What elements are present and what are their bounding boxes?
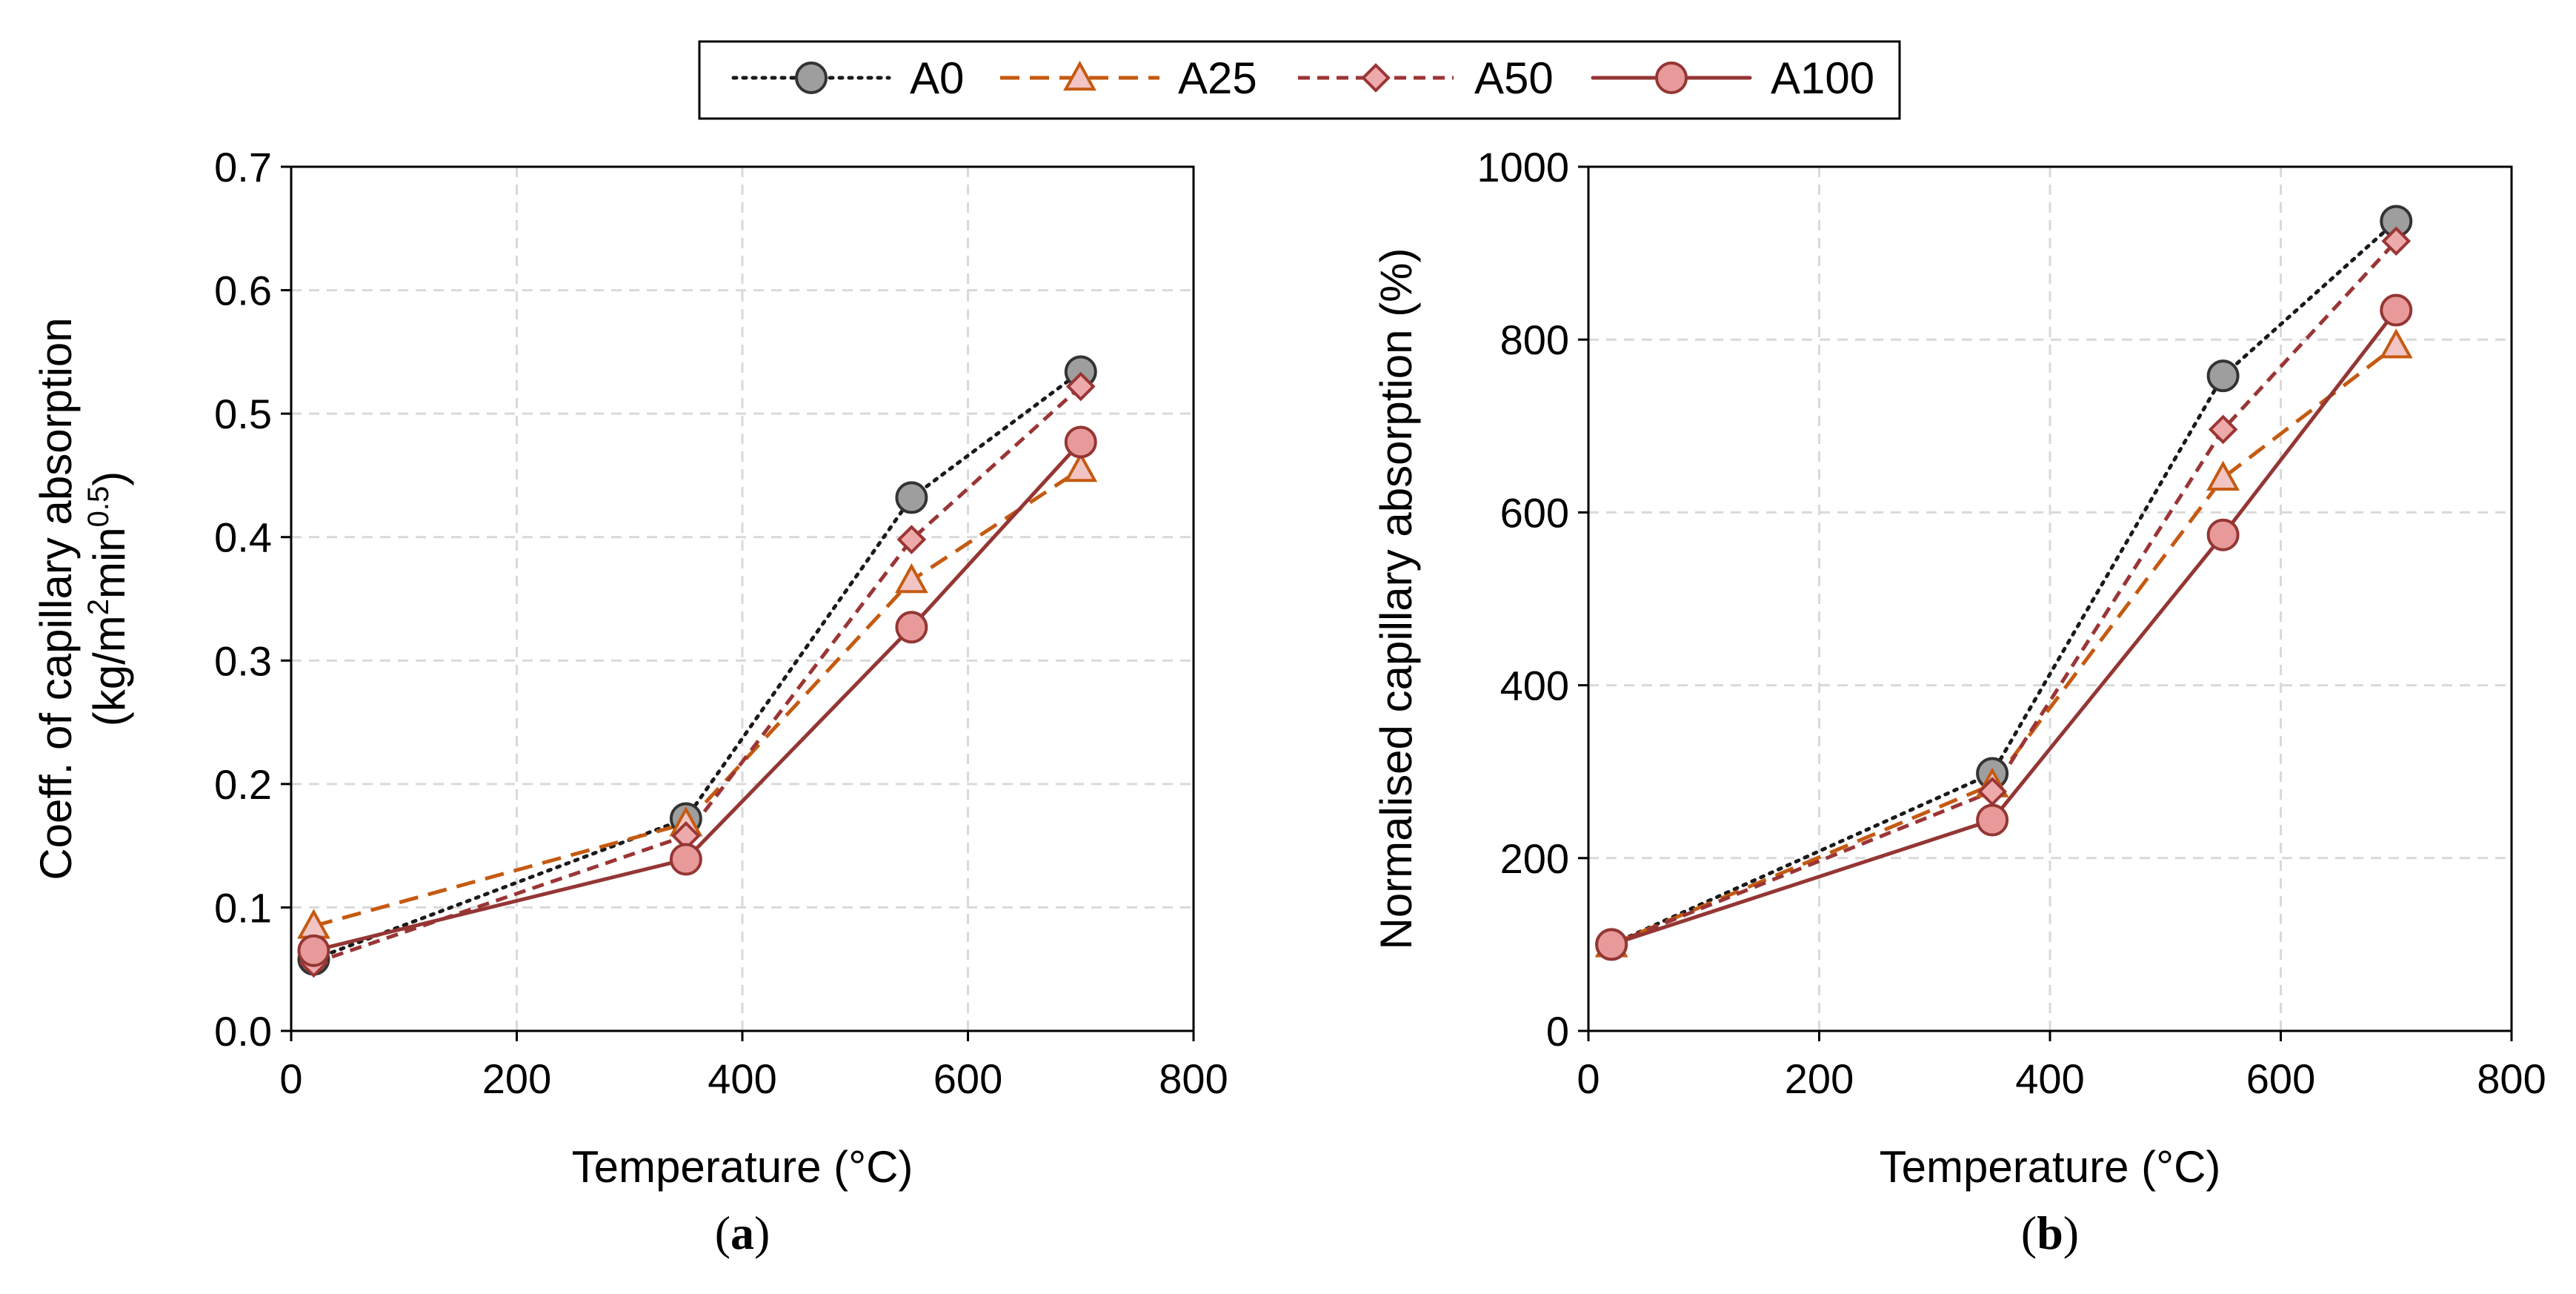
chart-b-point-a100 — [1595, 928, 1628, 961]
chart-b-ytick-label: 600 — [1500, 489, 1569, 536]
chart-b-plot-frame — [1587, 165, 2513, 1032]
chart-b-xtick-label: 400 — [2015, 1055, 2084, 1102]
chart-a-ytick-label: 0.5 — [214, 391, 272, 437]
chart-a-gridlines — [291, 167, 1194, 1031]
chart-b-point-a0 — [2206, 359, 2240, 393]
chart-a-y-axis-label: Coeff. of capillary absorption — [31, 317, 81, 880]
chart-a-ytick-label: 0.4 — [214, 514, 272, 561]
legend-marker-shape-a25 — [1063, 60, 1096, 91]
chart-a-series-line-a100 — [311, 439, 1083, 953]
chart-a-series-line-a25 — [313, 468, 1082, 928]
legend-marker-a100 — [1655, 62, 1688, 94]
legend-marker-shape-a100 — [1655, 62, 1688, 94]
chart-a-ytick-label: 0.6 — [214, 268, 272, 314]
legend: A0 A25 A50 A100 — [698, 40, 1901, 120]
chart-b-x-axis-label: Temperature (°C) — [1880, 1142, 2221, 1192]
chart-b-ytick-label: 800 — [1500, 316, 1569, 363]
chart-b-point-a100 — [1976, 803, 2009, 837]
chart-a-point-a25 — [1064, 451, 1098, 482]
chart-a-point-a0 — [895, 481, 928, 514]
chart-a-x-axis-label: Temperature (°C) — [572, 1142, 913, 1192]
chart-b: 0 200 400 600 800 1000 0 200 400 600 800 Temperat… — [1371, 144, 2546, 1259]
chart-a-point-a100 — [895, 611, 928, 644]
chart-a-x-ticks: 0 200 400 600 800 — [279, 1031, 1228, 1102]
legend-marker-a0 — [795, 62, 828, 94]
chart-a-series-line-a50 — [313, 385, 1082, 965]
chart-b-point-a25 — [2379, 328, 2413, 359]
legend-entry-a0: A0 — [731, 53, 964, 103]
chart-a-y-ticks: 0.0 0.1 0.2 0.3 0.4 0.5 0.6 0.7 — [214, 144, 291, 1055]
chart-a-xtick-label: 0 — [279, 1055, 302, 1102]
chart-b-series-line-a100 — [1609, 308, 2398, 946]
chart-b-series-line-a50 — [1611, 239, 2398, 946]
chart-b-point-a25 — [2206, 460, 2240, 491]
chart-a-ytick-label: 0.7 — [214, 144, 272, 190]
chart-a-series-line-a0 — [311, 370, 1083, 961]
chart-a-ytick-label: 0.0 — [214, 1008, 272, 1055]
chart-a-y-axis-unit: (kg/m2min0.5) — [82, 471, 134, 727]
chart-b-point-a100 — [2380, 293, 2413, 327]
chart-a-point-a50 — [1065, 371, 1096, 402]
chart-a-xtick-label: 800 — [1159, 1055, 1228, 1102]
chart-b-series-line-a25 — [1611, 344, 2397, 946]
chart-a-panel-label: (a) — [715, 1207, 771, 1259]
legend-box — [698, 40, 1901, 120]
legend-label-a25: A25 — [1178, 53, 1257, 103]
legend-marker-shape-a0 — [795, 62, 828, 94]
chart-a-point-a50 — [896, 525, 927, 554]
chart-b-x-ticks: 0 200 400 600 800 — [1577, 1031, 2546, 1102]
chart-b-xtick-label: 0 — [1577, 1055, 1600, 1102]
legend-label-a0: A0 — [910, 53, 964, 103]
chart-a-point-a100 — [297, 934, 330, 967]
legend-marker-a50 — [1361, 63, 1391, 93]
chart-b-xtick-label: 800 — [2477, 1055, 2546, 1102]
chart-b-xtick-label: 200 — [1785, 1055, 1854, 1102]
chart-b-ytick-label: 400 — [1500, 663, 1569, 709]
chart-b-y-ticks: 0 200 400 600 800 1000 — [1477, 144, 1588, 1055]
chart-b-y-axis-label: Normalised capillary absorption (%) — [1371, 248, 1421, 949]
chart-a-plot-frame — [290, 165, 1195, 1032]
chart-a-point-a25 — [894, 563, 928, 594]
chart-b-panel-label: (b) — [2021, 1207, 2079, 1259]
chart-b-ytick-label: 200 — [1500, 835, 1569, 882]
legend-marker-a25 — [1063, 60, 1096, 91]
chart-a-xtick-label: 400 — [708, 1055, 776, 1102]
chart-a-point-a100 — [669, 843, 702, 876]
chart-a-ytick-label: 0.2 — [214, 761, 272, 808]
legend-entry-a25: A25 — [1000, 53, 1257, 103]
chart-b-series-line-a0 — [1609, 219, 2398, 946]
chart-b-point-a50 — [2381, 226, 2412, 256]
legend-marker-shape-a50 — [1361, 63, 1391, 93]
chart-b-point-a50 — [2208, 414, 2238, 445]
chart-b-series — [1594, 205, 2413, 961]
chart-b-gridlines — [1588, 167, 2512, 1031]
legend-label-a50: A50 — [1474, 53, 1554, 103]
chart-b-ytick-label: 1000 — [1477, 144, 1569, 190]
chart-b-point-a100 — [2206, 518, 2240, 551]
chart-b-xtick-label: 600 — [2246, 1055, 2315, 1102]
chart-a-xtick-label: 600 — [933, 1055, 1002, 1102]
chart-a-xtick-label: 200 — [482, 1055, 551, 1102]
legend-label-a100: A100 — [1771, 53, 1874, 103]
chart-a-point-a100 — [1064, 425, 1097, 459]
chart-a: 0.0 0.1 0.2 0.3 0.4 0.5 0.6 0.7 0 200 400 600 800 T… — [31, 144, 1228, 1259]
chart-a-ytick-label: 0.1 — [214, 884, 272, 931]
chart-a-series — [297, 355, 1098, 978]
legend-entry-a100: A100 — [1591, 53, 1874, 103]
chart-b-ytick-label: 0 — [1546, 1008, 1569, 1055]
chart-a-ytick-label: 0.3 — [214, 637, 272, 684]
legend-entry-a50: A50 — [1298, 53, 1554, 103]
